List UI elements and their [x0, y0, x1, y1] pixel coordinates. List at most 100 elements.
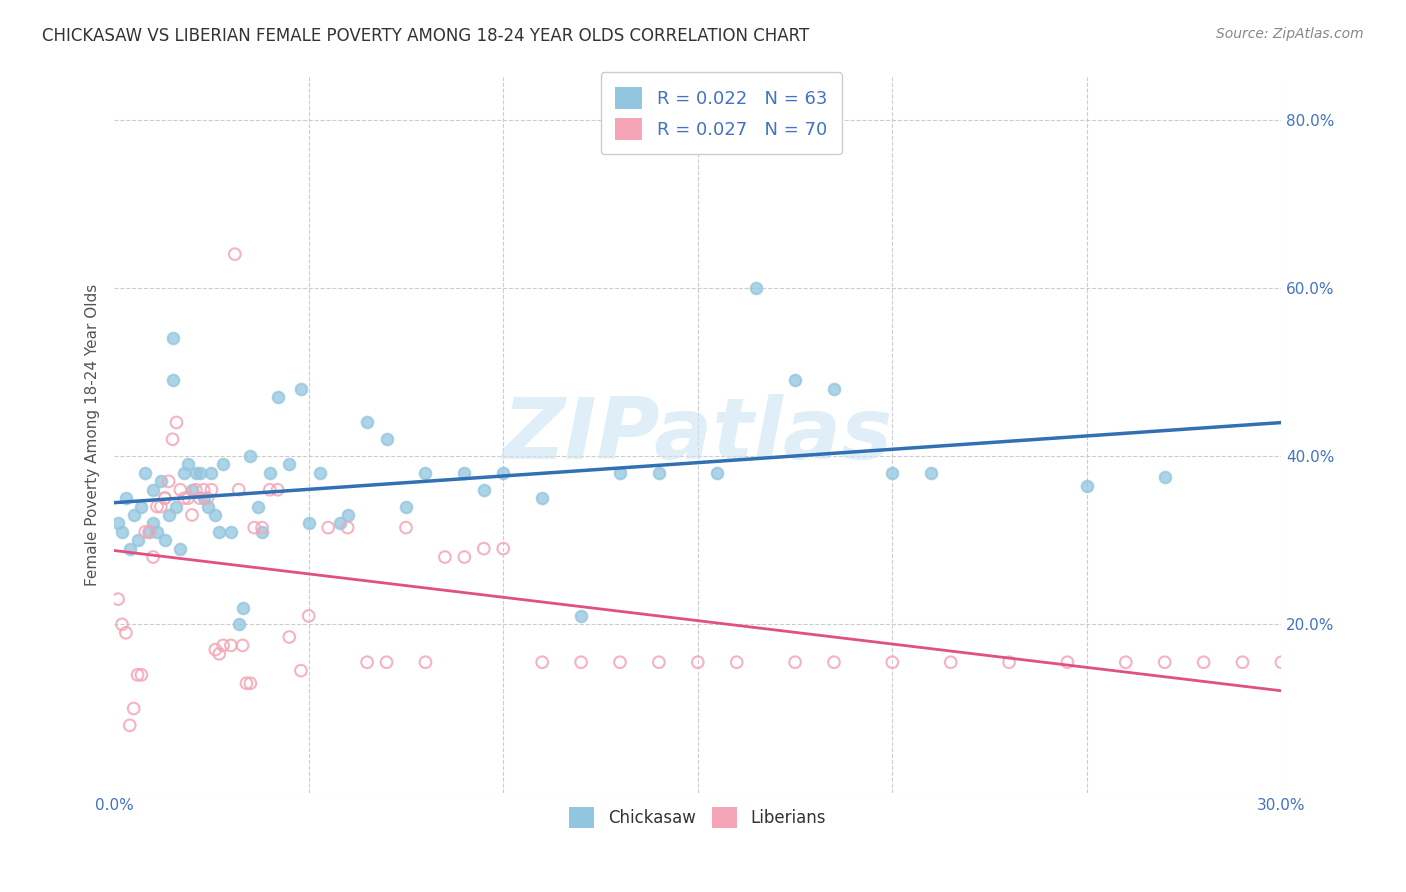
- Point: [153, 533, 176, 548]
- Point: [686, 655, 709, 669]
- Point: [197, 500, 219, 514]
- Point: [127, 533, 149, 548]
- Legend: Chickasaw, Liberians: Chickasaw, Liberians: [562, 801, 832, 834]
- Point: [648, 655, 671, 669]
- Point: [783, 373, 806, 387]
- Point: [212, 639, 235, 653]
- Point: [939, 655, 962, 669]
- Point: [569, 609, 592, 624]
- Point: [115, 625, 138, 640]
- Point: [823, 655, 845, 669]
- Point: [745, 281, 768, 295]
- Point: [278, 630, 301, 644]
- Point: [165, 500, 187, 514]
- Point: [239, 676, 262, 690]
- Point: [134, 524, 156, 539]
- Point: [1153, 470, 1175, 484]
- Point: [212, 458, 235, 472]
- Point: [453, 550, 475, 565]
- Point: [609, 655, 631, 669]
- Point: [882, 466, 904, 480]
- Point: [415, 466, 437, 480]
- Point: [433, 550, 456, 565]
- Point: [492, 466, 515, 480]
- Point: [250, 520, 273, 534]
- Text: Source: ZipAtlas.com: Source: ZipAtlas.com: [1216, 27, 1364, 41]
- Point: [146, 524, 169, 539]
- Point: [298, 609, 321, 624]
- Point: [356, 416, 378, 430]
- Point: [118, 541, 141, 556]
- Point: [173, 491, 195, 505]
- Point: [134, 466, 156, 480]
- Point: [162, 331, 184, 345]
- Point: [375, 432, 398, 446]
- Point: [224, 247, 246, 261]
- Point: [219, 524, 242, 539]
- Point: [1232, 655, 1254, 669]
- Point: [882, 655, 904, 669]
- Point: [169, 483, 191, 497]
- Point: [266, 483, 288, 497]
- Point: [415, 655, 437, 669]
- Point: [259, 483, 281, 497]
- Point: [173, 466, 195, 480]
- Point: [208, 524, 231, 539]
- Point: [157, 508, 180, 522]
- Point: [531, 491, 554, 505]
- Point: [142, 483, 165, 497]
- Point: [111, 524, 134, 539]
- Point: [783, 655, 806, 669]
- Point: [200, 466, 222, 480]
- Point: [1076, 478, 1098, 492]
- Point: [177, 458, 200, 472]
- Point: [131, 500, 153, 514]
- Point: [472, 483, 495, 497]
- Point: [472, 541, 495, 556]
- Point: [118, 718, 141, 732]
- Point: [290, 382, 312, 396]
- Point: [266, 390, 288, 404]
- Point: [184, 483, 207, 497]
- Point: [181, 508, 204, 522]
- Point: [177, 491, 200, 505]
- Point: [193, 491, 215, 505]
- Point: [228, 617, 250, 632]
- Y-axis label: Female Poverty Among 18-24 Year Olds: Female Poverty Among 18-24 Year Olds: [86, 284, 100, 586]
- Point: [142, 516, 165, 531]
- Point: [1270, 655, 1292, 669]
- Point: [197, 491, 219, 505]
- Point: [149, 475, 172, 489]
- Point: [232, 639, 254, 653]
- Point: [235, 676, 257, 690]
- Point: [1115, 655, 1137, 669]
- Point: [1153, 655, 1175, 669]
- Point: [706, 466, 728, 480]
- Point: [153, 491, 176, 505]
- Point: [200, 483, 222, 497]
- Point: [453, 466, 475, 480]
- Point: [329, 516, 352, 531]
- Point: [153, 491, 176, 505]
- Point: [146, 500, 169, 514]
- Text: CHICKASAW VS LIBERIAN FEMALE POVERTY AMONG 18-24 YEAR OLDS CORRELATION CHART: CHICKASAW VS LIBERIAN FEMALE POVERTY AMO…: [42, 27, 810, 45]
- Point: [336, 520, 359, 534]
- Point: [115, 491, 138, 505]
- Point: [107, 592, 129, 607]
- Point: [1192, 655, 1215, 669]
- Point: [157, 475, 180, 489]
- Point: [193, 483, 215, 497]
- Point: [138, 524, 160, 539]
- Point: [162, 432, 184, 446]
- Point: [219, 639, 242, 653]
- Point: [531, 655, 554, 669]
- Point: [316, 520, 339, 534]
- Point: [609, 466, 631, 480]
- Point: [309, 466, 332, 480]
- Point: [375, 655, 398, 669]
- Point: [336, 508, 359, 522]
- Point: [1056, 655, 1078, 669]
- Point: [259, 466, 281, 480]
- Point: [169, 541, 191, 556]
- Point: [243, 520, 266, 534]
